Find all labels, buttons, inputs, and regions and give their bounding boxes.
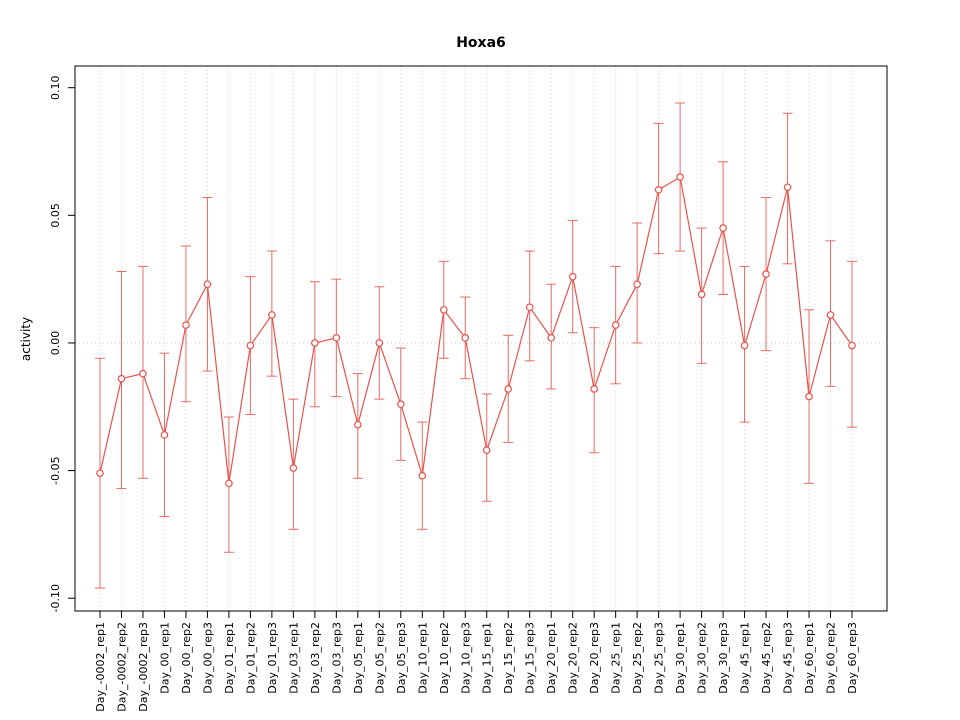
svg-text:Day_25_rep3: Day_25_rep3 (653, 622, 666, 694)
svg-text:Day_15_rep2: Day_15_rep2 (502, 622, 515, 694)
x-tick-labels: Day_-0002_rep1 Day_-0002_rep2 Day_-0002_re… (94, 622, 859, 712)
svg-text:Day_30_rep1: Day_30_rep1 (674, 622, 687, 694)
data-points (96, 173, 856, 488)
svg-text:Day_10_rep2: Day_10_rep2 (438, 622, 451, 694)
svg-text:Day_60_rep3: Day_60_rep3 (846, 622, 859, 694)
svg-text:Day_45_rep2: Day_45_rep2 (760, 622, 773, 694)
gridlines (75, 66, 887, 611)
svg-text:Day_05_rep2: Day_05_rep2 (373, 622, 386, 694)
svg-text:0.10: 0.10 (49, 75, 62, 100)
chart-title: Hoxa6 (456, 35, 506, 51)
svg-text:0.05: 0.05 (49, 203, 62, 228)
svg-text:Day_25_rep2: Day_25_rep2 (631, 622, 644, 694)
svg-text:-0.10: -0.10 (49, 584, 62, 612)
svg-text:Day_03_rep3: Day_03_rep3 (330, 622, 343, 694)
svg-text:Day_01_rep2: Day_01_rep2 (244, 622, 257, 694)
svg-text:Day_20_rep1: Day_20_rep1 (545, 622, 558, 694)
svg-text:Day_05_rep1: Day_05_rep1 (352, 622, 365, 694)
svg-text:Day_15_rep1: Day_15_rep1 (481, 622, 494, 694)
axes (68, 65, 888, 618)
svg-text:Day_00_rep1: Day_00_rep1 (158, 622, 171, 694)
svg-text:Day_00_rep2: Day_00_rep2 (180, 622, 193, 694)
svg-text:Day_01_rep1: Day_01_rep1 (223, 622, 236, 694)
svg-text:Day_60_rep2: Day_60_rep2 (825, 622, 838, 694)
svg-text:Day_03_rep2: Day_03_rep2 (309, 622, 322, 694)
svg-text:Day_00_rep3: Day_00_rep3 (201, 622, 214, 694)
svg-text:Day_45_rep1: Day_45_rep1 (739, 622, 752, 694)
svg-text:Day_-0002_rep3: Day_-0002_rep3 (137, 622, 150, 712)
svg-text:Day_10_rep1: Day_10_rep1 (416, 622, 429, 694)
svg-text:Day_-0002_rep1: Day_-0002_rep1 (94, 622, 107, 712)
svg-text:Day_15_rep3: Day_15_rep3 (524, 622, 537, 694)
svg-text:Day_01_rep3: Day_01_rep3 (266, 622, 279, 694)
series-line (99, 176, 853, 484)
svg-text:Day_30_rep3: Day_30_rep3 (717, 622, 730, 694)
svg-text:Day_20_rep3: Day_20_rep3 (588, 622, 601, 694)
svg-text:0.00: 0.00 (49, 331, 62, 356)
y-tick-labels: -0.10 -0.05 0.00 0.05 0.10 (49, 75, 62, 612)
svg-text:-0.05: -0.05 (49, 456, 62, 484)
svg-text:Day_30_rep2: Day_30_rep2 (696, 622, 709, 694)
svg-text:Day_-0002_rep2: Day_-0002_rep2 (115, 622, 128, 712)
y-axis-label: activity (19, 317, 33, 361)
svg-text:Day_25_rep1: Day_25_rep1 (610, 622, 623, 694)
svg-text:Day_03_rep1: Day_03_rep1 (287, 622, 300, 694)
svg-text:Day_60_rep1: Day_60_rep1 (803, 622, 816, 694)
svg-text:Day_10_rep3: Day_10_rep3 (459, 622, 472, 694)
svg-text:Day_20_rep2: Day_20_rep2 (567, 622, 580, 694)
svg-text:Day_45_rep3: Day_45_rep3 (782, 622, 795, 694)
svg-text:Day_05_rep3: Day_05_rep3 (395, 622, 408, 694)
